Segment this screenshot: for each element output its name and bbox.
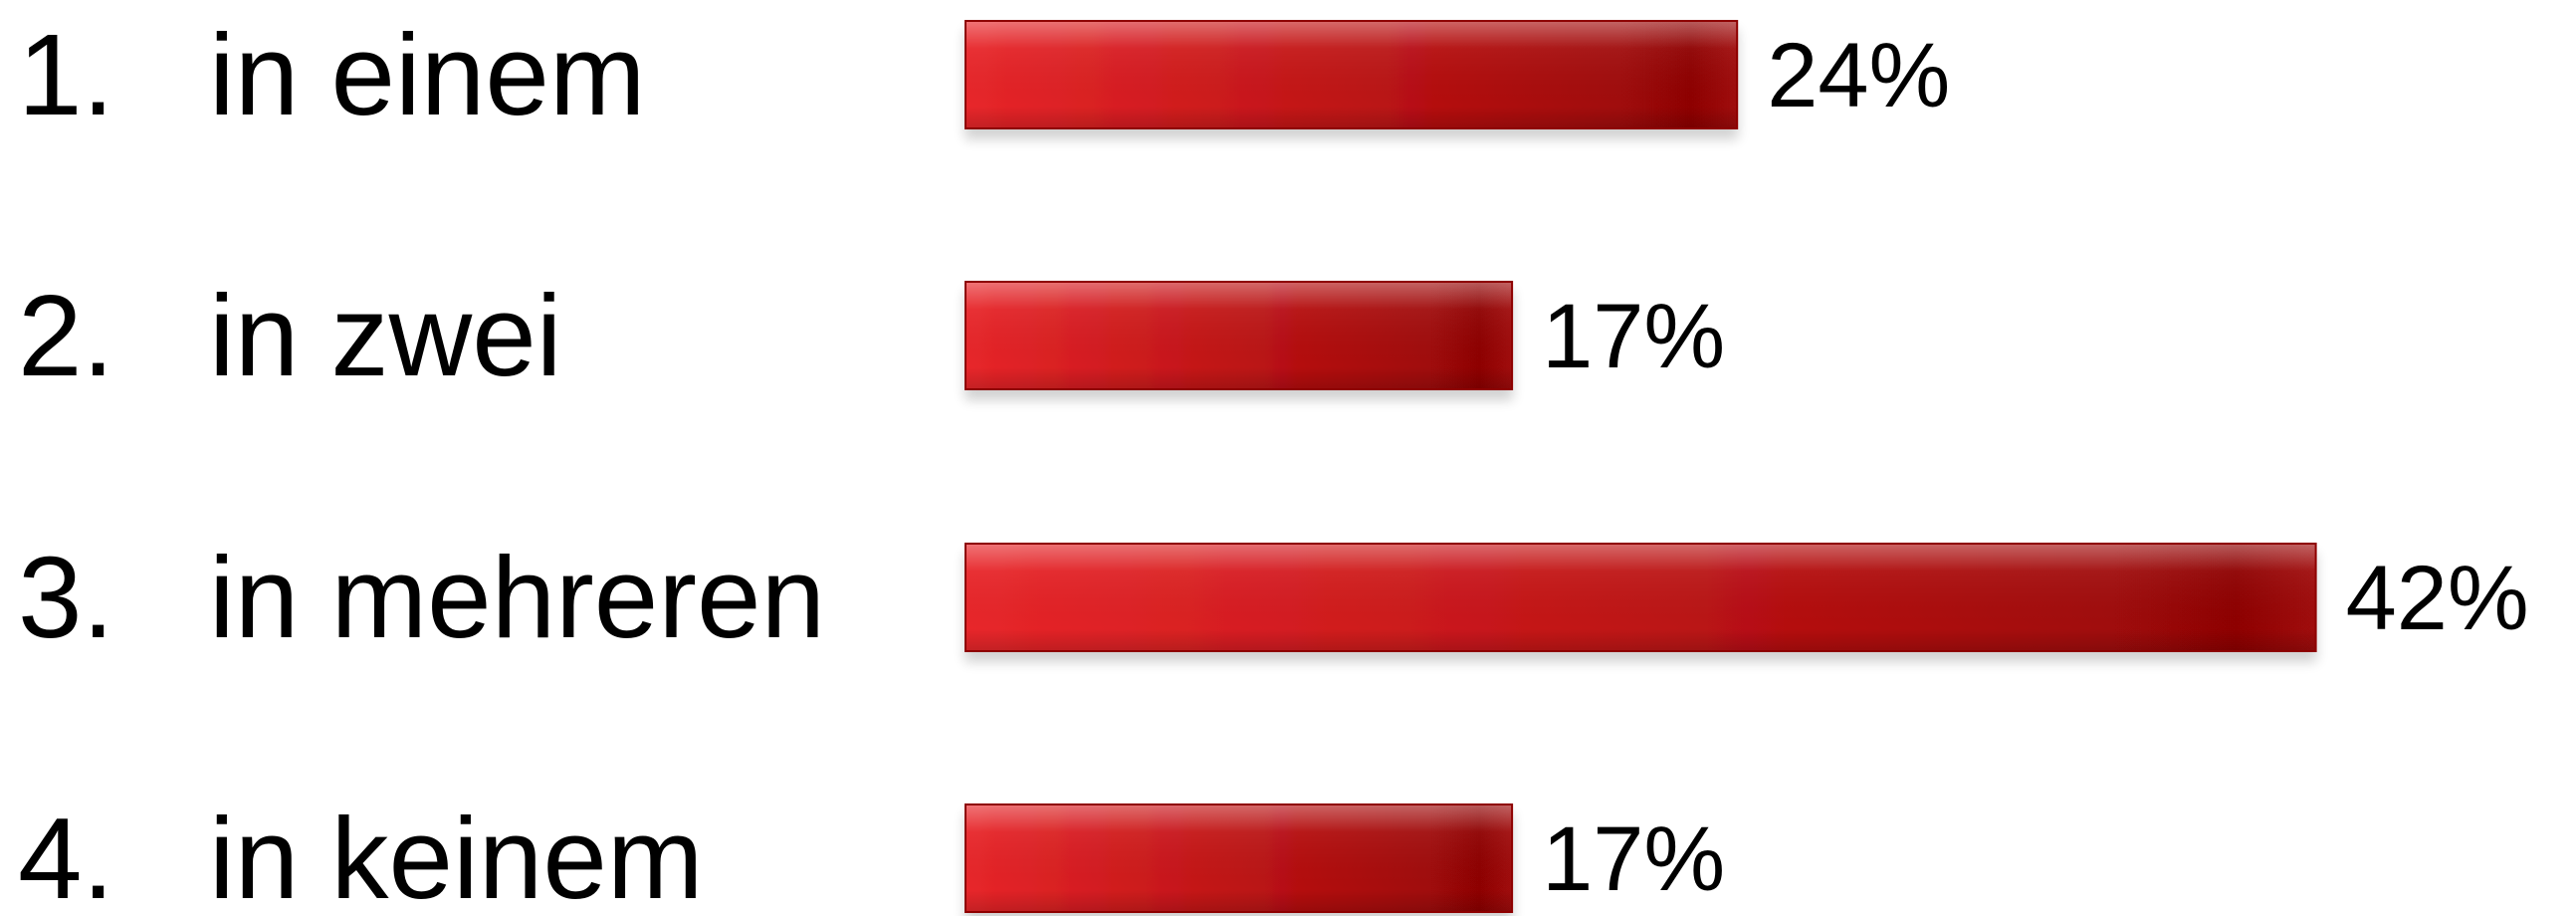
bar-row: 1. in einem 24% [18, 10, 1950, 139]
bar-highlight [966, 283, 1512, 388]
category-label: in einem [209, 10, 645, 139]
bar-highlight [966, 22, 1737, 127]
value-label: 42% [2346, 548, 2529, 649]
bar-row: 3. in mehreren 42% [18, 533, 2529, 662]
category-number: 1. [18, 10, 114, 139]
category-number: 4. [18, 794, 114, 916]
bar-row: 4. in keinem 17% [18, 794, 1725, 916]
bar-row: 2. in zwei 17% [18, 271, 1725, 400]
bar-highlight [966, 805, 1512, 911]
value-label: 17% [1542, 808, 1725, 910]
category-label: in keinem [209, 794, 703, 916]
category-label: in zwei [209, 271, 562, 400]
category-number: 2. [18, 271, 114, 400]
value-label: 17% [1542, 286, 1725, 387]
value-label: 24% [1767, 25, 1950, 126]
category-label: in mehreren [209, 533, 825, 662]
bar-highlight [966, 545, 2315, 650]
category-number: 3. [18, 533, 114, 662]
